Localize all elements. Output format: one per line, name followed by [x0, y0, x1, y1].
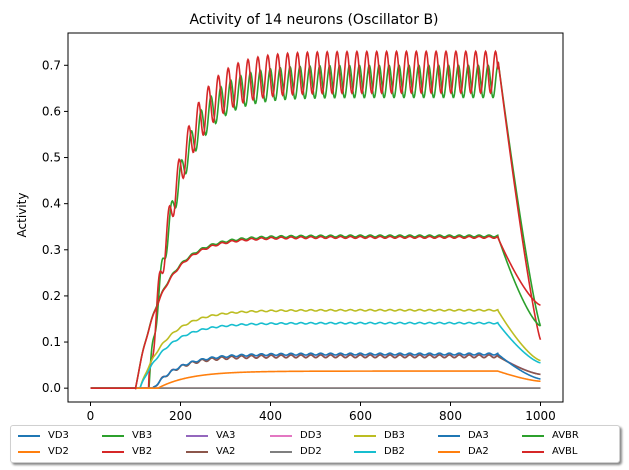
x-tick-label: 800: [439, 409, 462, 423]
x-tick-label: 1000: [525, 409, 556, 423]
series-line-avbl: [90, 235, 541, 390]
legend-swatch: [102, 435, 124, 437]
y-tick-label: 0.3: [42, 243, 61, 257]
legend-label: DD3: [300, 430, 322, 441]
x-tick-label: 0: [87, 409, 95, 423]
chart-title: Activity of 14 neurons (Oscillator B): [189, 12, 438, 28]
legend-swatch: [186, 451, 208, 453]
series-line-db2: [90, 321, 541, 389]
legend: VD3 VD2 VB3 VB2 VA3 VA2 DD3 DD2 DB3 DB2 DA3 DA2 AVBR…: [10, 425, 620, 463]
legend-swatch: [270, 451, 292, 453]
x-tick-label: 600: [349, 409, 372, 423]
y-tick-label: 0.5: [42, 151, 61, 165]
legend-label: VD3: [48, 430, 69, 441]
y-tick-label: 0.6: [42, 104, 61, 118]
legend-label: AVBL: [552, 446, 578, 457]
legend-swatch: [522, 435, 544, 437]
series-line-da3: [90, 352, 541, 389]
legend-label: VA3: [216, 430, 236, 441]
legend-swatch: [354, 435, 376, 437]
legend-label: VB3: [132, 430, 153, 441]
y-tick-label: 0.7: [42, 58, 61, 72]
legend-swatch: [438, 451, 460, 453]
series-line-vb2: [90, 49, 542, 389]
legend-swatch: [270, 435, 292, 437]
legend-swatch: [438, 435, 460, 437]
x-tick-label: 400: [259, 409, 282, 423]
legend-swatch: [18, 451, 40, 453]
y-tick-label: 0.1: [42, 335, 61, 349]
plot-frame: [67, 32, 564, 403]
y-axis-label: Activity: [15, 193, 29, 238]
y-tick-label: 0.4: [42, 197, 61, 211]
series-line-vb3: [90, 61, 542, 389]
legend-label: DA3: [468, 430, 489, 441]
legend-label: VD2: [48, 446, 69, 457]
legend-swatch: [354, 451, 376, 453]
series-line-db3: [90, 308, 541, 389]
legend-label: VA2: [216, 446, 236, 457]
ticks-layer: 0 200 400 600 800 1000 0.0 0.1 0.2 0.3 0.4 0.5 0.6 0.…: [42, 58, 556, 423]
legend-swatch: [102, 451, 124, 453]
legend-label: DD2: [300, 446, 322, 457]
legend-label: AVBR: [552, 430, 579, 441]
legend-label: DA2: [468, 446, 489, 457]
series-layer: [90, 49, 542, 390]
legend-swatch: [522, 451, 544, 453]
legend-label: DB3: [384, 430, 405, 441]
x-tick-label: 200: [169, 409, 192, 423]
series-line-da2: [90, 370, 541, 389]
legend-swatch: [18, 435, 40, 437]
legend-label: DB2: [384, 446, 405, 457]
legend-label: VB2: [132, 446, 153, 457]
y-tick-label: 0.2: [42, 289, 61, 303]
legend-swatch: [186, 435, 208, 437]
y-tick-label: 0.0: [42, 381, 61, 395]
